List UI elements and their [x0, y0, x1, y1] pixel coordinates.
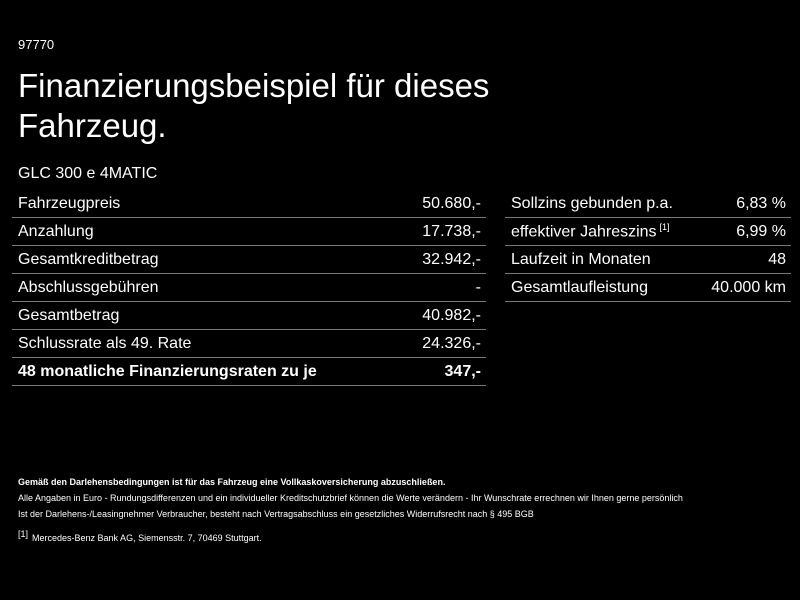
row-label: effektiver Jahreszins [1] [511, 222, 670, 241]
table-row: Abschlussgebühren - [12, 274, 486, 302]
row-value: 32.942,- [422, 250, 481, 268]
footnote: [1] Mercedes-Benz Bank AG, Siemensstr. 7,… [18, 526, 683, 546]
row-value: 6,99 % [736, 222, 786, 240]
table-row: Fahrzeugpreis 50.680,- [12, 190, 486, 218]
table-row: Gesamtkreditbetrag 32.942,- [12, 246, 486, 274]
row-value: 24.326,- [422, 334, 481, 352]
row-label: Gesamtkreditbetrag [18, 251, 159, 269]
title: Finanzierungsbeispiel für dieses Fahrzeu… [18, 67, 490, 144]
row-label-text: Fahrzeugpreis [18, 194, 121, 212]
footer-line: Alle Angaben in Euro - Rundungsdifferenz… [18, 493, 683, 503]
footnote-ref: [1] [659, 221, 670, 232]
row-label-text: Gesamtkreditbetrag [18, 250, 159, 268]
row-label-text: 48 monatliche Finanzierungsraten zu je [18, 362, 317, 380]
row-label: Laufzeit in Monaten [511, 251, 651, 269]
row-value: 40.000 km [711, 278, 786, 296]
row-label: Fahrzeugpreis [18, 195, 120, 213]
model-name: GLC 300 e 4MATIC [18, 165, 158, 182]
row-label-text: Anzahlung [18, 222, 94, 240]
row-label: 48 monatliche Finanzierungsraten zu je [18, 363, 317, 381]
row-label-text: Abschlussgebühren [18, 278, 159, 296]
offer-id: 97770 [18, 37, 55, 52]
footnote-text: Mercedes-Benz Bank AG, Siemensstr. 7, 70… [32, 533, 262, 543]
table-row: Schlussrate als 49. Rate 24.326,- [12, 330, 486, 358]
row-label-text: Schlussrate als 49. Rate [18, 334, 192, 352]
footer: Gemäß den Darlehensbedingungen ist für d… [18, 474, 683, 546]
finance-table: Fahrzeugpreis 50.680,- Anzahlung 17.738,- Ge… [12, 190, 486, 386]
row-value: 347,- [444, 362, 481, 380]
rate-table: Sollzins gebunden p.a. 6,83 % effektiver J… [505, 190, 791, 302]
row-label: Abschlussgebühren [18, 279, 159, 297]
row-label-text: Sollzins gebunden p.a. [511, 194, 673, 212]
row-label-text: Gesamtlaufleistung [511, 278, 648, 296]
footnote-ref: [1] [18, 529, 29, 539]
row-label: Gesamtbetrag [18, 307, 119, 325]
row-label-text: effektiver Jahreszins [511, 223, 657, 241]
row-label-text: Gesamtbetrag [18, 306, 120, 324]
footer-line: Ist der Darlehens-/Leasingnehmer Verbrau… [18, 509, 534, 519]
row-label: Anzahlung [18, 223, 94, 241]
row-value: 17.738,- [422, 222, 481, 240]
row-label: Sollzins gebunden p.a. [511, 195, 673, 213]
row-label-text: Laufzeit in Monaten [511, 250, 651, 268]
footer-notice: Gemäß den Darlehensbedingungen ist für d… [18, 477, 446, 487]
row-label: Gesamtlaufleistung [511, 279, 648, 297]
table-row: 48 monatliche Finanzierungsraten zu je 34… [12, 358, 486, 386]
table-row: Anzahlung 17.738,- [12, 218, 486, 246]
row-value: 50.680,- [422, 194, 481, 212]
table-row: Gesamtbetrag 40.982,- [12, 302, 486, 330]
table-row: Gesamtlaufleistung 40.000 km [505, 274, 791, 302]
row-value: 48 [768, 250, 786, 268]
table-row: Laufzeit in Monaten 48 [505, 246, 791, 274]
row-value: - [475, 278, 481, 296]
row-value: 6,83 % [736, 194, 786, 212]
row-value: 40.982,- [422, 306, 481, 324]
table-row: Sollzins gebunden p.a. 6,83 % [505, 190, 791, 218]
row-label: Schlussrate als 49. Rate [18, 335, 191, 353]
table-row: effektiver Jahreszins [1] 6,99 % [505, 218, 791, 246]
